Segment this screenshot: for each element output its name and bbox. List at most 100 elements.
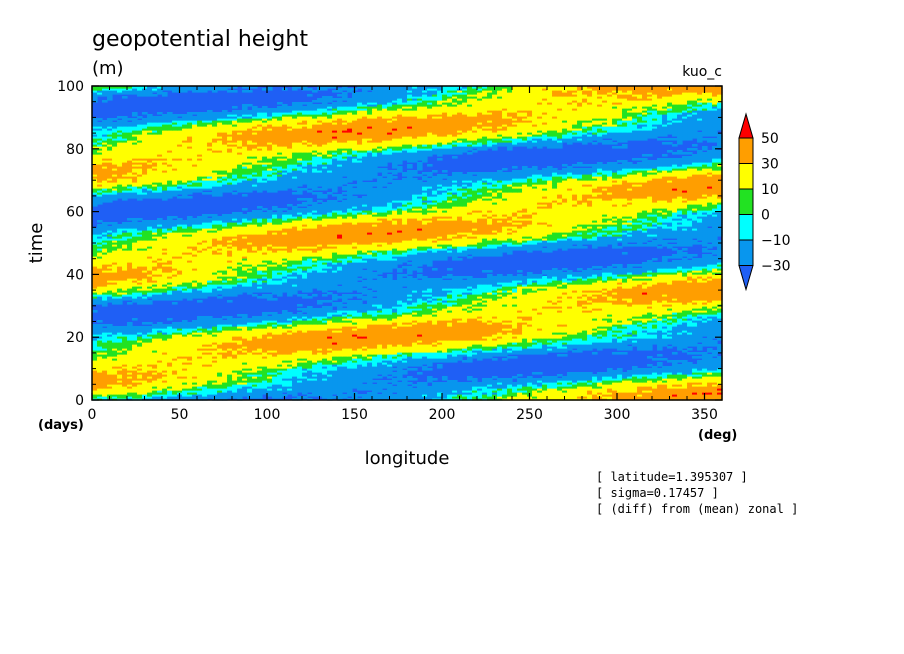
heatmap-cell [612, 370, 618, 373]
heatmap-cell [117, 390, 123, 393]
heatmap-cell [187, 372, 193, 375]
heatmap-cell [192, 388, 198, 391]
heatmap-cell [367, 374, 373, 377]
heatmap-cell [682, 396, 688, 399]
heatmap-cell [202, 382, 208, 385]
heatmap-cell [507, 392, 513, 395]
heatmap-cell [582, 376, 588, 379]
heatmap-cell [652, 390, 658, 393]
heatmap-cell [677, 380, 683, 383]
heatmap-cell [117, 396, 123, 399]
heatmap-cell [587, 374, 593, 377]
chart-units: (m) [92, 58, 124, 79]
heatmap-cell [712, 386, 718, 389]
heatmap-cell [392, 382, 398, 385]
heatmap-cell [692, 382, 698, 385]
heatmap-cell [497, 384, 503, 387]
heatmap-cell [572, 396, 578, 399]
heatmap-cell [662, 376, 668, 379]
heatmap-cell [147, 374, 153, 377]
heatmap-cell [632, 390, 638, 393]
heatmap-cell [307, 382, 313, 385]
heatmap-cell [717, 394, 723, 397]
heatmap-cell [587, 382, 593, 385]
heatmap-cell [577, 376, 583, 379]
heatmap-cell [177, 386, 183, 389]
heatmap-cell [482, 392, 488, 395]
heatmap-cell [542, 376, 548, 379]
heatmap-cell [682, 372, 688, 375]
heatmap-cell [602, 378, 608, 381]
heatmap-cell [287, 384, 293, 387]
heatmap-cell [712, 378, 718, 381]
heatmap-cell [552, 376, 558, 379]
heatmap-cell [267, 376, 273, 379]
heatmap-cell [637, 382, 643, 385]
heatmap-cell [137, 384, 143, 387]
heatmap-cell [487, 386, 493, 389]
heatmap-cell [552, 382, 558, 385]
heatmap-cell [672, 394, 678, 397]
heatmap-cell [562, 384, 568, 387]
heatmap-cell [622, 378, 628, 381]
heatmap-cell [172, 370, 178, 373]
heatmap-cell [677, 360, 683, 363]
heatmap-cell [252, 380, 258, 383]
heatmap-cell [202, 378, 208, 381]
heatmap-cell [522, 394, 528, 397]
heatmap-cell [457, 390, 463, 393]
heatmap-cell [277, 380, 283, 383]
heatmap-cell [187, 396, 193, 399]
heatmap-cell [292, 378, 298, 381]
heatmap-cell [212, 390, 218, 393]
heatmap-cell [377, 372, 383, 375]
heatmap-cell [152, 390, 158, 393]
heatmap-cell [287, 312, 293, 315]
heatmap-cell [692, 396, 698, 399]
heatmap-cell [477, 382, 483, 385]
heatmap-cell [277, 378, 283, 381]
heatmap-cell [252, 394, 258, 397]
heatmap-cell [572, 388, 578, 391]
heatmap-cell [682, 388, 688, 391]
heatmap-cell [627, 378, 633, 381]
heatmap-cell [202, 396, 208, 399]
heatmap-cell [307, 374, 313, 377]
heatmap-cell [97, 390, 103, 393]
heatmap-cell [177, 374, 183, 377]
heatmap-cell [182, 374, 188, 377]
heatmap-cell [207, 382, 213, 385]
heatmap-cell [557, 396, 563, 399]
heatmap-cell [297, 378, 303, 381]
heatmap-cell [332, 370, 338, 373]
heatmap-cell [507, 356, 513, 359]
heatmap-cell [402, 384, 408, 387]
heatmap-cell [507, 382, 513, 385]
heatmap-cell [357, 384, 363, 387]
heatmap-cell [197, 396, 203, 399]
heatmap-cell [672, 352, 678, 355]
heatmap-cell [417, 388, 423, 391]
heatmap-cell [472, 388, 478, 391]
heatmap-cell [377, 376, 383, 379]
heatmap-cell [512, 394, 518, 397]
heatmap-cell [122, 366, 128, 369]
heatmap-cell [342, 394, 348, 397]
heatmap-cell [222, 372, 228, 375]
heatmap-cell [417, 396, 423, 399]
heatmap-cell [537, 380, 543, 383]
heatmap-cell [92, 392, 98, 395]
heatmap-cell [142, 374, 148, 377]
heatmap-cell [182, 382, 188, 385]
heatmap-cell [497, 378, 503, 381]
heatmap-cell [272, 382, 278, 385]
heatmap-cell [577, 388, 583, 391]
heatmap-cell [397, 372, 403, 375]
heatmap-cell [162, 366, 168, 369]
heatmap-cell [357, 388, 363, 391]
heatmap-cell [647, 368, 653, 371]
heatmap-cell [397, 370, 403, 373]
heatmap-cell [577, 374, 583, 377]
heatmap-cell [422, 394, 428, 397]
heatmap-cell [242, 376, 248, 379]
